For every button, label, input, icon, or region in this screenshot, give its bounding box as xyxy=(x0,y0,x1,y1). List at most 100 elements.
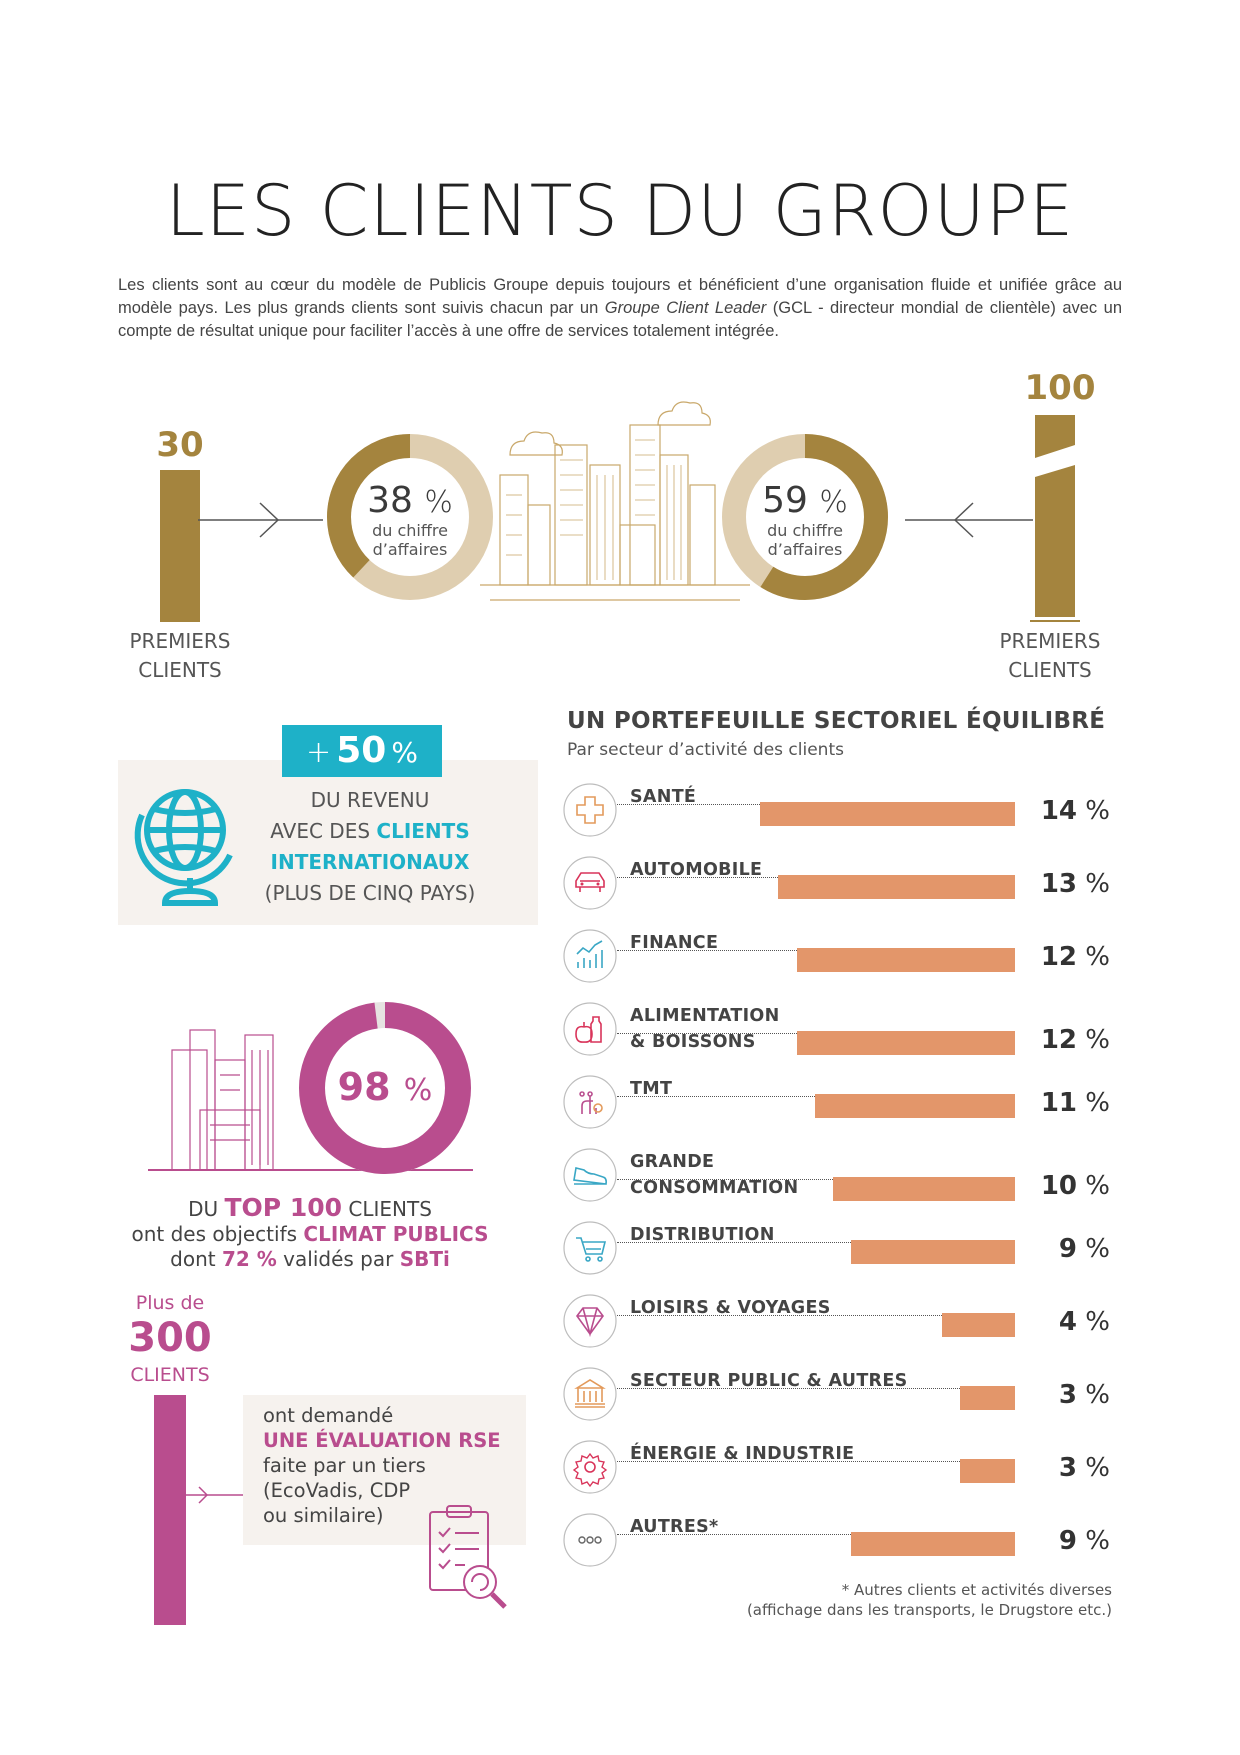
sector-value-unit: % xyxy=(1077,1088,1110,1118)
international-line-2b: CLIENTS xyxy=(376,819,470,843)
donut-38-sub-1: du chiffre xyxy=(372,521,448,540)
sector-row: AUTOMOBILE 13 % xyxy=(560,853,1120,926)
sector-label-line-1: AUTRES* xyxy=(630,1517,719,1537)
health-cross-icon xyxy=(563,783,617,837)
international-line-3: INTERNATIONAUX xyxy=(270,850,470,874)
government-building-icon xyxy=(563,1367,617,1421)
donut-59 xyxy=(722,434,888,600)
intro-text-2: (GCL - directeur mondial de clientèle) a… xyxy=(118,299,1123,340)
sector-value: 4 % xyxy=(1030,1307,1110,1337)
growth-chart-icon xyxy=(563,929,617,983)
sector-bar xyxy=(760,802,1015,826)
arrow-left-icon xyxy=(905,502,1033,538)
sector-leader-line xyxy=(617,1096,815,1097)
sector-label: GRANDE CONSOMMATION xyxy=(630,1149,798,1201)
top30-caption-1: PREMIERS xyxy=(129,629,231,653)
sector-bar xyxy=(851,1240,1015,1264)
sector-chart: SANTÉ 14 % AUTOMOBILE 13 % FINANCE 12 % ALIMEN… xyxy=(560,780,1120,1580)
donut-38-value-arc xyxy=(327,434,493,600)
sector-row: LOISIRS & VOYAGES 4 % xyxy=(560,1291,1120,1364)
sector-leader-line xyxy=(617,1033,797,1034)
sector-value-unit: % xyxy=(1077,869,1110,899)
sector-value-unit: % xyxy=(1077,1171,1110,1201)
network-icon xyxy=(563,1075,617,1129)
page-title: LES CLIENTS DU GROUPE xyxy=(165,170,1075,252)
international-line-2a: AVEC DES xyxy=(270,819,377,843)
sector-row: TMT 11 % xyxy=(560,1072,1120,1145)
sector-label-line-1: ALIMENTATION xyxy=(630,1006,780,1026)
city-skyline-icon xyxy=(480,401,750,601)
sector-label: ALIMENTATION & BOISSONS xyxy=(630,1003,780,1055)
climate-l3b: 72 % xyxy=(221,1247,277,1271)
top100-bar xyxy=(1030,415,1080,622)
rse-arrow-icon xyxy=(185,1486,243,1504)
rse-clients: CLIENTS xyxy=(130,1364,210,1386)
sector-bar xyxy=(814,1094,1015,1118)
top100-caption: PREMIERS CLIENTS xyxy=(980,627,1120,685)
sector-leader-line xyxy=(617,950,797,951)
sector-value: 3 % xyxy=(1030,1380,1110,1410)
sector-value-number: 3 xyxy=(1058,1453,1078,1483)
sector-label-line-1: FINANCE xyxy=(630,933,719,953)
donut-98-label: 98 % xyxy=(295,1065,475,1109)
climate-l3d: SBTi xyxy=(399,1247,450,1271)
climate-l2a: ont des objectifs xyxy=(131,1222,304,1246)
sector-value-number: 10 xyxy=(1040,1171,1078,1201)
sector-row: GRANDE CONSOMMATION 10 % xyxy=(560,1145,1120,1218)
intro-paragraph: Les clients sont au cœur du modèle de Pu… xyxy=(118,274,1122,343)
ellipsis-icon xyxy=(563,1513,617,1567)
sector-label: ÉNERGIE & INDUSTRIE xyxy=(630,1441,854,1467)
sector-label-line-2: CONSOMMATION xyxy=(630,1178,799,1198)
donut-98-value-arc xyxy=(299,1002,471,1174)
badge-unit: % xyxy=(391,736,419,769)
sector-value-unit: % xyxy=(1077,1025,1110,1055)
sector-value: 9 % xyxy=(1030,1234,1110,1264)
sector-value-unit: % xyxy=(1077,1526,1110,1556)
climate-l1c: CLIENTS xyxy=(342,1197,432,1221)
sector-label-line-1: AUTOMOBILE xyxy=(630,860,763,880)
donut-59-unit: % xyxy=(819,485,848,520)
sector-bar xyxy=(851,1532,1015,1556)
sector-value-number: 3 xyxy=(1058,1380,1078,1410)
clipboard-checklist-icon xyxy=(429,1505,507,1609)
top30-caption: PREMIERS CLIENTS xyxy=(110,627,250,685)
rse-t4: (EcoVadis, CDP xyxy=(263,1479,411,1502)
sector-label: SECTEUR PUBLIC & AUTRES xyxy=(630,1368,907,1394)
chart-footnote-2: (affichage dans les transports, le Drugs… xyxy=(746,1601,1112,1619)
donut-59-sub-2: d’affaires xyxy=(767,540,843,559)
sector-value-number: 12 xyxy=(1040,942,1078,972)
international-box xyxy=(118,760,538,925)
sector-value: 14 % xyxy=(1030,796,1110,826)
sector-bar xyxy=(942,1313,1015,1337)
sector-value-number: 9 xyxy=(1058,1234,1078,1264)
donut-59-value-arc xyxy=(722,434,888,600)
top30-caption-2: CLIENTS xyxy=(138,658,222,682)
buildings-icon xyxy=(171,1029,274,1170)
sector-leader-line xyxy=(617,804,761,805)
sector-leader-line xyxy=(617,877,779,878)
international-line-4: (PLUS DE CINQ PAYS) xyxy=(264,881,476,905)
donut-98 xyxy=(299,1002,471,1174)
sector-value-unit: % xyxy=(1077,1307,1110,1337)
sector-value-unit: % xyxy=(1077,1234,1110,1264)
sector-value: 3 % xyxy=(1030,1453,1110,1483)
chart-title: UN PORTEFEUILLE SECTORIEL ÉQUILIBRÉ xyxy=(567,708,1106,734)
climate-l3a: dont xyxy=(170,1247,222,1271)
diamond-icon xyxy=(563,1294,617,1348)
top100-caption-1: PREMIERS xyxy=(999,629,1101,653)
shoe-icon xyxy=(563,1148,617,1202)
sector-value-number: 14 xyxy=(1040,796,1078,826)
donut-38-unit: % xyxy=(424,485,453,520)
chart-footnote: * Autres clients et activités diverses (… xyxy=(620,1580,1112,1620)
rse-plus: Plus de xyxy=(135,1292,205,1314)
rse-bar xyxy=(154,1395,186,1625)
rse-t3: faite par un tiers xyxy=(263,1454,426,1477)
sector-label: TMT xyxy=(630,1076,672,1102)
sector-value: 13 % xyxy=(1030,869,1110,899)
climate-l2b: CLIMAT PUBLICS xyxy=(303,1222,489,1246)
sector-value: 11 % xyxy=(1030,1088,1110,1118)
sector-value-number: 4 xyxy=(1058,1307,1078,1337)
sector-leader-line xyxy=(617,1534,852,1535)
sector-label-line-1: GRANDE xyxy=(630,1152,715,1172)
sector-value-unit: % xyxy=(1077,1380,1110,1410)
